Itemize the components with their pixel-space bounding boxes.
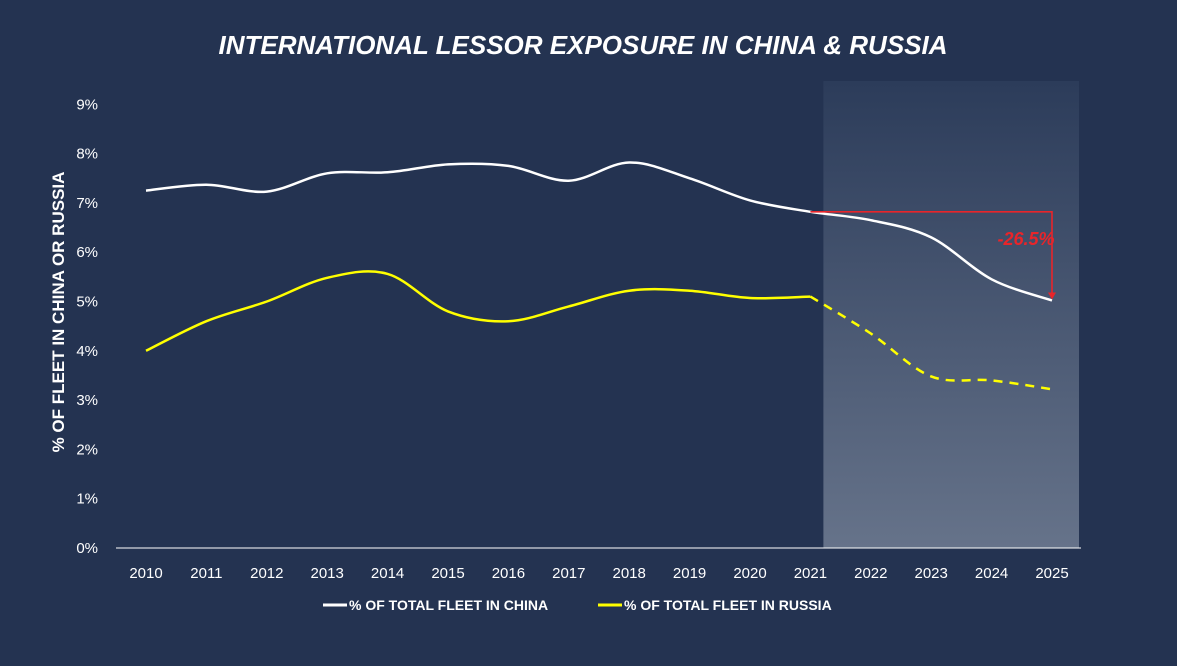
change-arrowhead xyxy=(1048,292,1056,300)
y-tick-label: 0% xyxy=(76,540,98,557)
x-tick-label: 2019 xyxy=(673,565,706,582)
chart-title: INTERNATIONAL LESSOR EXPOSURE IN CHINA &… xyxy=(218,30,947,60)
x-tick-label: 2014 xyxy=(371,565,404,582)
x-tick-label: 2015 xyxy=(431,565,464,582)
x-tick-label: 2025 xyxy=(1035,565,1068,582)
series-line-russia-forecast xyxy=(809,295,1053,391)
x-tick-label: 2012 xyxy=(250,565,283,582)
y-tick-label: 6% xyxy=(76,244,98,261)
legend: % OF TOTAL FLEET IN CHINA % OF TOTAL FLE… xyxy=(323,597,832,613)
series-layer xyxy=(145,161,1053,391)
x-tick-label: 2018 xyxy=(613,565,646,582)
x-tick-label: 2011 xyxy=(190,565,222,582)
x-tick-label: 2021 xyxy=(794,565,827,582)
y-tick-label: 1% xyxy=(76,491,98,508)
y-tick-label: 3% xyxy=(76,392,98,409)
change-bracket-line xyxy=(810,210,1053,295)
x-tick-label: 2016 xyxy=(492,565,525,582)
x-tick-label: 2023 xyxy=(915,565,948,582)
series-line-china xyxy=(145,161,1053,302)
x-axis-ticks: 2010 2011 2012 2013 2014 2015 2016 2017 2018 2019… xyxy=(129,565,1068,582)
x-tick-label: 2020 xyxy=(733,565,766,582)
legend-label-china: % OF TOTAL FLEET IN CHINA xyxy=(349,597,548,613)
x-tick-label: 2017 xyxy=(552,565,585,582)
annotation-layer: -26.5% xyxy=(810,210,1056,300)
x-tick-label: 2022 xyxy=(854,565,887,582)
y-tick-label: 9% xyxy=(76,96,98,113)
x-tick-label: 2024 xyxy=(975,565,1008,582)
y-axis-label: % OF FLEET IN CHINA OR RUSSIA xyxy=(49,172,68,453)
legend-label-russia: % OF TOTAL FLEET IN RUSSIA xyxy=(624,597,832,613)
y-tick-label: 7% xyxy=(76,195,98,212)
y-tick-label: 2% xyxy=(76,441,98,458)
forecast-shaded-region xyxy=(823,81,1079,548)
y-tick-label: 5% xyxy=(76,294,98,311)
x-tick-label: 2013 xyxy=(311,565,344,582)
change-annotation-label: -26.5% xyxy=(997,229,1054,249)
y-tick-label: 8% xyxy=(76,146,98,163)
y-axis-ticks: 0% 1% 2% 3% 4% 5% 6% 7% 8% 9% xyxy=(76,96,98,557)
series-line-russia-actual xyxy=(145,270,811,352)
y-tick-label: 4% xyxy=(76,343,98,360)
x-tick-label: 2010 xyxy=(129,565,162,582)
